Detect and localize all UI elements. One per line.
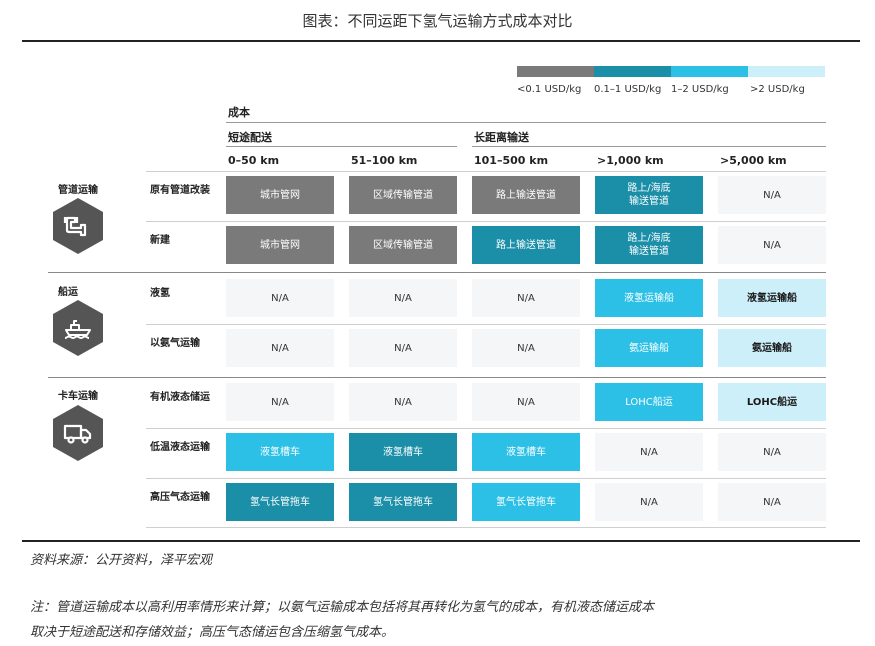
- cost-cell: 路上/海底 输送管道: [595, 226, 703, 264]
- header-distance: 51–100 km: [351, 154, 418, 167]
- mode-label: 卡车运输: [58, 391, 98, 402]
- cost-cell: N/A: [472, 279, 580, 317]
- cost-cell: N/A: [718, 483, 826, 521]
- header-group-short: 短途配送: [228, 131, 272, 144]
- cost-cell: 城市管网: [226, 176, 334, 214]
- header-metric: 成本: [228, 106, 250, 119]
- cost-cell: 液氢槽车: [226, 433, 334, 471]
- ship-icon: [53, 300, 103, 356]
- row-separator: [146, 527, 826, 528]
- row-separator: [146, 324, 826, 325]
- legend-label: <0.1 USD/kg: [517, 84, 582, 95]
- cost-cell: 城市管网: [226, 226, 334, 264]
- pipeline-icon: [53, 198, 103, 254]
- route-label: 低温液态运输: [150, 442, 210, 453]
- route-label: 新建: [150, 235, 170, 246]
- header-rule-short: [226, 146, 457, 147]
- row-separator: [146, 428, 826, 429]
- cost-cell: 路上输送管道: [472, 226, 580, 264]
- mode-label: 船运: [58, 287, 78, 298]
- cost-cell: 液氢运输船: [595, 279, 703, 317]
- header-distance: 0–50 km: [228, 154, 280, 167]
- cost-cell: N/A: [595, 433, 703, 471]
- note-line-2: 取决于短途配送和存储效益；高压气态储运包含压缩氢气成本。: [30, 625, 395, 640]
- mode-label: 管道运输: [58, 185, 98, 196]
- row-separator: [146, 221, 826, 222]
- cost-cell: N/A: [226, 383, 334, 421]
- cost-cell: N/A: [226, 329, 334, 367]
- cost-cell: N/A: [226, 279, 334, 317]
- cost-cell: 液氢槽车: [349, 433, 457, 471]
- row-separator: [48, 377, 826, 378]
- route-label: 原有管道改装: [150, 185, 210, 196]
- legend-label: 0.1–1 USD/kg: [594, 84, 662, 95]
- row-separator: [48, 272, 826, 273]
- cost-cell: N/A: [472, 329, 580, 367]
- cost-cell: N/A: [349, 329, 457, 367]
- cost-cell: LOHC船运: [718, 383, 826, 421]
- cost-cell: N/A: [718, 226, 826, 264]
- route-label: 有机液态储运: [150, 392, 210, 403]
- cost-cell: 路上/海底 输送管道: [595, 176, 703, 214]
- legend-label: 1–2 USD/kg: [671, 84, 729, 95]
- header-group-long: 长距离输送: [474, 131, 529, 144]
- header-rule-long: [472, 146, 826, 147]
- row-separator: [146, 171, 826, 172]
- cost-cell: 区域传输管道: [349, 176, 457, 214]
- route-label: 液氢: [150, 288, 170, 299]
- route-label: 以氨气运输: [150, 338, 200, 349]
- cost-cell: N/A: [349, 383, 457, 421]
- legend-swatch: [517, 66, 594, 77]
- legend-label: >2 USD/kg: [750, 84, 805, 95]
- cost-cell: 氨运输船: [718, 329, 826, 367]
- cost-cell: LOHC船运: [595, 383, 703, 421]
- chart-title: 图表：不同运距下氢气运输方式成本对比: [302, 12, 573, 30]
- header-rule: [226, 122, 826, 123]
- legend-swatch: [671, 66, 748, 77]
- truck-icon: [53, 405, 103, 461]
- cost-cell: 氢气长管拖车: [226, 483, 334, 521]
- legend-swatch: [748, 66, 825, 77]
- cost-cell: 路上输送管道: [472, 176, 580, 214]
- cost-cell: N/A: [718, 176, 826, 214]
- top-rule: [22, 40, 860, 42]
- legend-swatch: [594, 66, 671, 77]
- note-line-1: 注：管道运输成本以高利用率情形来计算；以氨气运输成本包括将其再转化为氢气的成本，…: [30, 600, 655, 615]
- cost-cell: 区域传输管道: [349, 226, 457, 264]
- bottom-rule: [22, 540, 860, 542]
- cost-cell: N/A: [349, 279, 457, 317]
- cost-cell: 液氢槽车: [472, 433, 580, 471]
- cost-cell: 氢气长管拖车: [349, 483, 457, 521]
- cost-cell: 氢气长管拖车: [472, 483, 580, 521]
- row-separator: [146, 478, 826, 479]
- header-distance: >5,000 km: [720, 154, 787, 167]
- cost-cell: 液氢运输船: [718, 279, 826, 317]
- cost-cell: 氨运输船: [595, 329, 703, 367]
- source-text: 资料来源：公开资料，泽平宏观: [30, 553, 213, 568]
- cost-cell: N/A: [472, 383, 580, 421]
- cost-cell: N/A: [718, 433, 826, 471]
- route-label: 高压气态运输: [150, 492, 210, 503]
- cost-cell: N/A: [595, 483, 703, 521]
- header-distance: 101–500 km: [474, 154, 549, 167]
- header-distance: >1,000 km: [597, 154, 664, 167]
